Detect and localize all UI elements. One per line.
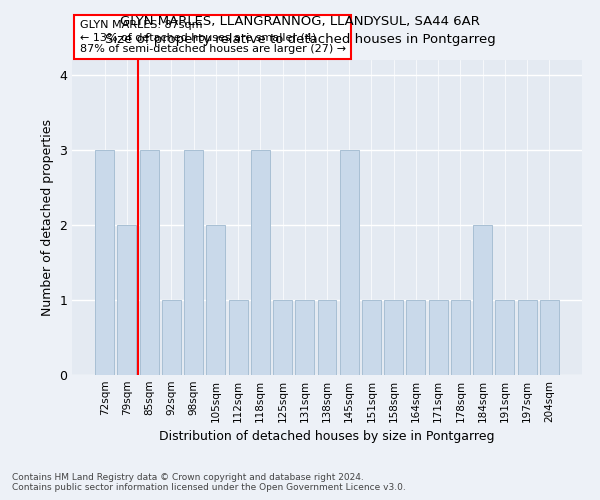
Bar — [518, 300, 536, 375]
Bar — [184, 150, 203, 375]
Bar — [229, 300, 248, 375]
Text: GLYN MARLES: 87sqm
← 13% of detached houses are smaller (4)
87% of semi-detached: GLYN MARLES: 87sqm ← 13% of detached hou… — [80, 20, 346, 54]
Bar — [429, 300, 448, 375]
Bar — [540, 300, 559, 375]
Bar — [340, 150, 359, 375]
Text: GLYN MARLES, LLANGRANNOG, LLANDYSUL, SA44 6AR: GLYN MARLES, LLANGRANNOG, LLANDYSUL, SA4… — [120, 15, 480, 28]
Bar — [273, 300, 292, 375]
Bar — [496, 300, 514, 375]
Y-axis label: Number of detached properties: Number of detached properties — [41, 119, 53, 316]
X-axis label: Distribution of detached houses by size in Pontgarreg: Distribution of detached houses by size … — [159, 430, 495, 444]
Bar — [451, 300, 470, 375]
Bar — [206, 225, 225, 375]
Bar — [162, 300, 181, 375]
Text: Size of property relative to detached houses in Pontgarreg: Size of property relative to detached ho… — [104, 32, 496, 46]
Text: Contains HM Land Registry data © Crown copyright and database right 2024.
Contai: Contains HM Land Registry data © Crown c… — [12, 473, 406, 492]
Bar — [317, 300, 337, 375]
Bar — [95, 150, 114, 375]
Bar — [384, 300, 403, 375]
Bar — [473, 225, 492, 375]
Bar — [118, 225, 136, 375]
Bar — [251, 150, 270, 375]
Bar — [295, 300, 314, 375]
Bar — [362, 300, 381, 375]
Bar — [406, 300, 425, 375]
Bar — [140, 150, 158, 375]
